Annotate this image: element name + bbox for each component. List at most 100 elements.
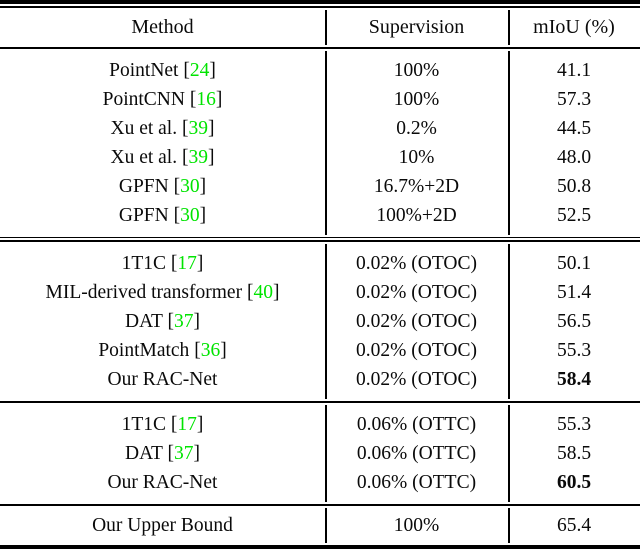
method-name: MIL-derived transformer: [45, 281, 243, 303]
supervision-cell: 0.2%: [396, 117, 437, 139]
miou-cell: 52.5: [556, 204, 592, 226]
citation-number[interactable]: 17: [177, 252, 197, 274]
miou-cell: 58.5: [556, 442, 592, 464]
citation-ref[interactable]: [30]: [168, 175, 207, 197]
column-separator: [325, 507, 327, 543]
miou-cell: 58.4: [556, 368, 592, 390]
table-top-rule-gap: [0, 4, 640, 6]
citation-number[interactable]: 40: [253, 281, 273, 303]
method-cell: Our RAC-Net: [0, 365, 325, 394]
table-bottom-rule: [0, 544, 640, 549]
table-row: Xu et al. [39] 0.2% 44.5: [0, 114, 640, 143]
method-name: PointMatch: [98, 339, 190, 361]
table-section: Our Upper Bound 100% 65.4: [0, 506, 640, 545]
method-cell: PointMatch [36]: [0, 336, 325, 365]
table-row: DAT [37] 0.06% (OTTC) 58.5: [0, 439, 640, 468]
supervision-cell: 0.02% (OTOC): [356, 281, 477, 303]
citation-number[interactable]: 17: [177, 413, 197, 435]
miou-cell: 41.1: [556, 59, 592, 81]
section-separator-double-rule: [0, 240, 640, 242]
miou-cell: 57.3: [556, 88, 592, 110]
citation-ref[interactable]: [37]: [162, 310, 200, 332]
citation-number[interactable]: 39: [188, 117, 208, 139]
column-separator: [508, 50, 510, 235]
miou-cell: 48.0: [556, 146, 592, 168]
table-section: 1T1C [17] 0.02% (OTOC) 50.1 MIL-derived tra…: [0, 242, 640, 401]
citation-ref[interactable]: [37]: [162, 442, 200, 464]
citation-number[interactable]: 37: [173, 310, 194, 332]
supervision-cell: 0.02% (OTOC): [356, 252, 477, 274]
method-cell: GPFN [30]: [0, 201, 325, 230]
method-cell: MIL-derived transformer [40]: [0, 278, 325, 307]
citation-number[interactable]: 36: [200, 339, 221, 361]
section-separator-double-rule: [0, 238, 640, 240]
table-section: 1T1C [17] 0.06% (OTTC) 55.3 DAT [37] 0.06% (…: [0, 403, 640, 504]
table-row: 1T1C [17] 0.02% (OTOC) 50.1: [0, 249, 640, 278]
miou-cell: 65.4: [556, 514, 592, 536]
column-header-method: Method: [131, 15, 194, 38]
table-row: Xu et al. [39] 10% 48.0: [0, 143, 640, 172]
citation-number[interactable]: 37: [173, 442, 194, 464]
table-row: 1T1C [17] 0.06% (OTTC) 55.3: [0, 410, 640, 439]
method-name: PointCNN: [102, 88, 185, 110]
method-name: DAT: [125, 310, 163, 332]
column-separator: [508, 243, 510, 399]
method-cell: Xu et al. [39]: [0, 114, 325, 143]
miou-cell: 44.5: [556, 117, 592, 139]
table-row: PointNet [24] 100% 41.1: [0, 56, 640, 85]
citation-ref[interactable]: [39]: [177, 117, 215, 139]
citation-number[interactable]: 16: [196, 88, 216, 110]
column-separator: [508, 9, 510, 45]
column-separator: [325, 404, 327, 502]
table-row: Our RAC-Net 0.06% (OTTC) 60.5: [0, 468, 640, 497]
table-row: Our RAC-Net 0.02% (OTOC) 58.4: [0, 365, 640, 394]
table-top-rule-thin: [0, 6, 640, 8]
header-bottom-rule: [0, 46, 640, 49]
column-header-supervision: Supervision: [368, 15, 465, 38]
citation-ref[interactable]: [16]: [184, 88, 223, 110]
citation-number[interactable]: 30: [180, 175, 200, 197]
method-cell: Our Upper Bound: [0, 511, 325, 540]
method-cell: DAT [37]: [0, 307, 325, 336]
column-separator: [325, 9, 327, 45]
citation-ref[interactable]: [39]: [177, 146, 215, 168]
method-cell: Xu et al. [39]: [0, 143, 325, 172]
table-row: GPFN [30] 16.7%+2D 50.8: [0, 172, 640, 201]
table-row: MIL-derived transformer [40] 0.02% (OTOC)…: [0, 278, 640, 307]
citation-ref[interactable]: [17]: [166, 413, 204, 435]
miou-cell: 50.8: [556, 175, 592, 197]
citation-number[interactable]: 24: [189, 59, 210, 81]
miou-cell: 60.5: [556, 471, 592, 493]
citation-ref[interactable]: [17]: [166, 252, 204, 274]
miou-cell: 51.4: [556, 281, 592, 303]
column-separator: [508, 507, 510, 543]
column-separator: [508, 404, 510, 502]
supervision-cell: 100%: [393, 59, 440, 81]
column-separator: [325, 243, 327, 399]
table-row: PointMatch [36] 0.02% (OTOC) 55.3: [0, 336, 640, 365]
section-separator-double-rule: [0, 236, 640, 238]
table-header-row: Method Supervision mIoU (%): [0, 8, 640, 47]
method-name: GPFN: [118, 175, 169, 197]
citation-number[interactable]: 39: [188, 146, 208, 168]
table-row: DAT [37] 0.02% (OTOC) 56.5: [0, 307, 640, 336]
table-row: PointCNN [16] 100% 57.3: [0, 85, 640, 114]
citation-ref[interactable]: [40]: [242, 281, 280, 303]
method-name: DAT: [125, 442, 163, 464]
supervision-cell: 0.06% (OTTC): [356, 442, 477, 464]
citation-ref[interactable]: [30]: [168, 204, 207, 226]
citation-number[interactable]: 30: [180, 204, 200, 226]
supervision-cell: 100%+2D: [376, 204, 457, 226]
supervision-cell: 100%: [393, 514, 440, 536]
citation-ref[interactable]: [36]: [189, 339, 227, 361]
method-name: 1T1C: [121, 413, 167, 435]
method-cell: 1T1C [17]: [0, 410, 325, 439]
table-top-rule-thick: [0, 0, 640, 4]
method-name: 1T1C: [121, 252, 167, 274]
miou-cell: 55.3: [556, 413, 592, 435]
miou-cell: 50.1: [556, 252, 592, 274]
method-cell: 1T1C [17]: [0, 249, 325, 278]
table-row: GPFN [30] 100%+2D 52.5: [0, 201, 640, 230]
supervision-cell: 0.02% (OTOC): [356, 310, 477, 332]
citation-ref[interactable]: [24]: [178, 59, 216, 81]
